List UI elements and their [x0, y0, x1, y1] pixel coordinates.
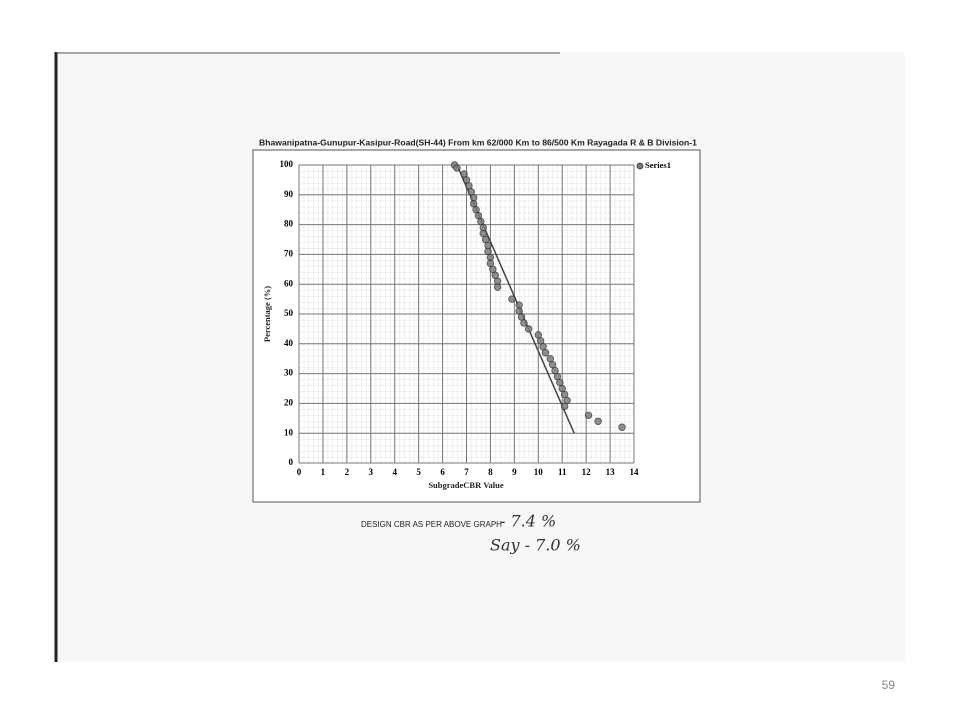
x-tick-label: 8 — [488, 467, 493, 477]
data-point — [618, 423, 626, 431]
data-point — [560, 402, 569, 411]
y-tick-label: 30 — [284, 368, 294, 378]
x-tick-label: 14 — [630, 467, 640, 477]
y-tick-label: 0 — [289, 457, 294, 467]
y-tick-label: 70 — [284, 248, 294, 258]
x-tick-label: 0 — [297, 467, 302, 477]
y-tick-label: 90 — [284, 189, 294, 199]
data-point — [493, 283, 502, 291]
x-tick-label: 7 — [464, 467, 469, 477]
y-tick-label: 10 — [284, 427, 294, 437]
design-note: DESIGN CBR AS PER ABOVE GRAPH — [361, 520, 502, 529]
x-tick-label: 10 — [534, 467, 544, 477]
page-number: 59 — [882, 678, 896, 692]
x-tick-label: 11 — [558, 467, 567, 477]
x-tick-label: 12 — [582, 467, 592, 477]
x-tick-label: 3 — [369, 467, 374, 477]
data-point — [541, 349, 550, 357]
x-tick-label: 9 — [512, 467, 517, 477]
data-point — [584, 411, 593, 420]
y-tick-label: 100 — [280, 159, 294, 169]
data-point — [508, 295, 516, 303]
y-axis-label: Percentage (%) — [262, 286, 272, 342]
data-point — [520, 319, 528, 327]
y-tick-label: 50 — [284, 308, 294, 318]
y-tick-label: 20 — [284, 397, 294, 407]
data-point — [453, 164, 461, 172]
handwritten-note: Say - 7.0 % — [490, 536, 581, 555]
x-tick-label: 13 — [606, 467, 616, 477]
y-tick-label: 60 — [284, 278, 294, 288]
data-point — [594, 417, 602, 425]
x-tick-label: 1 — [321, 467, 326, 477]
x-tick-label: 2 — [345, 467, 350, 477]
x-axis-label: SubgradeCBR Value — [428, 480, 504, 490]
y-tick-label: 80 — [284, 219, 294, 229]
data-point — [525, 325, 533, 333]
chart-title: Bhawanipatna-Gunupur-Kasipur-Road(SH-44)… — [259, 137, 697, 147]
legend-label: Series1 — [645, 160, 671, 170]
y-tick-label: 40 — [284, 338, 294, 348]
legend-marker — [636, 162, 644, 170]
x-tick-label: 6 — [440, 467, 445, 477]
x-tick-label: 4 — [392, 467, 397, 477]
handwritten-note: - 7.4 % — [500, 512, 556, 531]
x-tick-label: 5 — [416, 467, 421, 477]
